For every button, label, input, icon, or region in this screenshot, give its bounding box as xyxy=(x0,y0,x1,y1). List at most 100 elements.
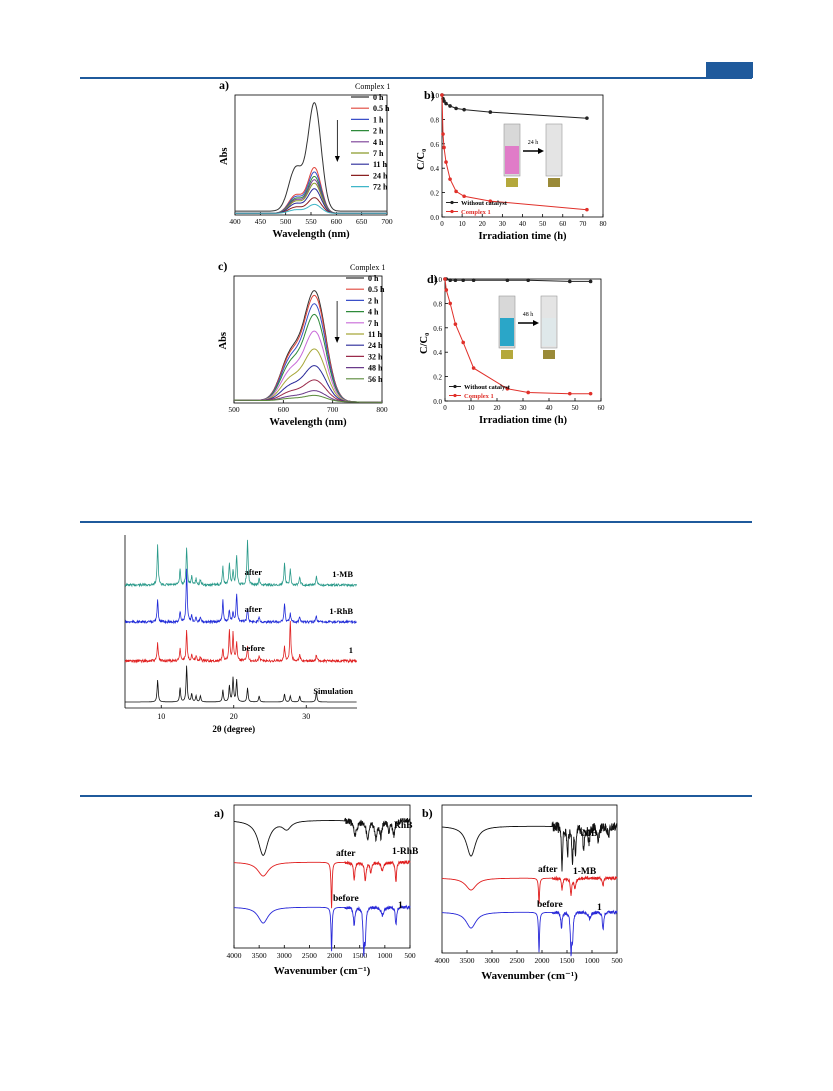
legend-marker-d xyxy=(453,393,457,398)
pxrd-series-1-RhB xyxy=(124,568,357,625)
plot-frame-b xyxy=(441,94,604,218)
series-line-c xyxy=(234,379,382,403)
decay-arrowhead-c xyxy=(334,337,340,343)
panel-label-ir_a: a) xyxy=(214,806,224,820)
x-tick-label-ir_a: 1500 xyxy=(352,951,367,960)
x-tick-label-b: 30 xyxy=(499,220,507,228)
pxrd-state-label: after xyxy=(245,567,263,577)
ir-state-label-ir_a: after xyxy=(336,849,356,859)
x-tick-label-ir_b: 1500 xyxy=(560,956,575,965)
data-point-d xyxy=(526,278,530,283)
ir-series-ir_a xyxy=(234,859,411,909)
x-tick-label-d: 30 xyxy=(520,404,528,412)
series-line-c xyxy=(234,313,382,403)
data-point-b xyxy=(462,194,466,199)
series-line-c xyxy=(234,348,382,403)
ir-state-label-ir_b: before xyxy=(537,900,563,910)
x-tick-label-d: 40 xyxy=(546,404,554,412)
x-tick-label-d: 50 xyxy=(572,404,580,412)
y-axis-label-c: Abs xyxy=(218,332,229,350)
x-tick-label-pxrd: 10 xyxy=(157,712,165,721)
y-tick-label-d: 0.4 xyxy=(433,349,442,357)
x-tick-label-d: 20 xyxy=(494,404,502,412)
ir-series-label-ir_a: 1 xyxy=(398,901,403,911)
inset-arrowhead-d xyxy=(533,320,539,326)
x-tick-label-ir_a: 3500 xyxy=(252,951,267,960)
data-point-d xyxy=(505,278,510,283)
x-tick-label-a: 450 xyxy=(255,217,267,226)
inset-arrowhead-b xyxy=(538,148,544,154)
legend-label-d: Without catalyst xyxy=(464,384,511,391)
legend-label-a: 11 h xyxy=(373,160,388,169)
data-point-b xyxy=(585,116,589,120)
panel-label-a: a) xyxy=(219,78,229,92)
legend-marker-b xyxy=(450,200,454,205)
x-tick-label-b: 60 xyxy=(559,220,567,228)
data-point-d xyxy=(444,288,449,292)
x-tick-label-pxrd: 30 xyxy=(302,712,310,721)
legend-label-a: 2 h xyxy=(373,127,384,136)
inset-time-label-d: 48 h xyxy=(523,312,534,318)
y-tick-label-d: 0.6 xyxy=(433,325,442,333)
data-point-b xyxy=(444,160,448,164)
y-tick-label-b: 0.2 xyxy=(430,190,439,198)
data-point-b xyxy=(488,199,493,203)
y-tick-label-b: 1.0 xyxy=(430,92,439,100)
y-tick-label-b: 0.4 xyxy=(430,165,439,173)
y-tick-label-d: 0.2 xyxy=(433,374,442,382)
catalyst-after-d xyxy=(543,350,555,359)
data-point-b xyxy=(448,177,452,181)
y-axis-label-b: C/C₀ xyxy=(416,149,427,170)
x-tick-label-b: 50 xyxy=(539,220,547,228)
ir-series-label-ir_b: MB xyxy=(582,829,598,839)
vial-after-liquid-b xyxy=(547,146,561,174)
series-line-a xyxy=(235,203,387,214)
legend-label-a: 0 h xyxy=(373,93,384,102)
data-point-d xyxy=(461,340,466,345)
data-point-b xyxy=(441,132,445,136)
x-tick-label-a: 550 xyxy=(305,217,317,226)
data-point-b xyxy=(585,207,589,212)
x-axis-label-pxrd: 2θ (degree) xyxy=(212,724,255,734)
x-tick-label-b: 40 xyxy=(519,220,527,228)
panel-label-c: c) xyxy=(218,259,227,273)
y-tick-label-b: 0.6 xyxy=(430,141,439,149)
data-point-b xyxy=(442,145,446,150)
legend-label-c: 11 h xyxy=(368,330,383,339)
plot-frame-d xyxy=(444,278,602,402)
pxrd-series-Simulation xyxy=(125,665,357,703)
data-point-d xyxy=(471,366,476,370)
ir-series-ir_a xyxy=(234,817,411,856)
x-tick-label-d: 0 xyxy=(443,404,447,412)
y-tick-label-d: 1.0 xyxy=(433,276,442,284)
x-tick-label-b: 70 xyxy=(579,220,587,228)
x-tick-label-ir_a: 2000 xyxy=(327,951,342,960)
series-line-a xyxy=(235,102,387,212)
data-point-b xyxy=(444,101,448,106)
data-point-d xyxy=(568,279,572,284)
catalyst-after-b xyxy=(548,178,560,187)
x-tick-label-c: 800 xyxy=(376,405,388,414)
data-point-d xyxy=(588,279,593,284)
data-point-b xyxy=(442,99,446,103)
x-tick-label-ir_b: 500 xyxy=(611,956,623,965)
legend-label-a: 7 h xyxy=(373,149,384,158)
pxrd-series-label: 1 xyxy=(349,645,353,655)
legend-label-a: 4 h xyxy=(373,138,384,147)
catalyst-before-b xyxy=(506,178,518,187)
x-tick-label-c: 500 xyxy=(228,405,240,414)
plot-frame-c xyxy=(233,275,383,404)
x-tick-label-a: 650 xyxy=(356,217,368,226)
legend-label-c: 7 h xyxy=(368,319,379,328)
legend-title-c: Complex 1 xyxy=(350,263,385,272)
catalyst-before-d xyxy=(501,350,513,359)
top-rule xyxy=(80,77,752,79)
ir-series-ir_b xyxy=(441,821,618,872)
series-line-a xyxy=(235,166,387,214)
ir-state-label-ir_b: after xyxy=(538,865,558,875)
legend-label-c: 2 h xyxy=(368,296,379,305)
pxrd-state-label: before xyxy=(242,643,265,653)
data-point-d xyxy=(588,391,593,396)
data-point-b xyxy=(454,189,458,194)
